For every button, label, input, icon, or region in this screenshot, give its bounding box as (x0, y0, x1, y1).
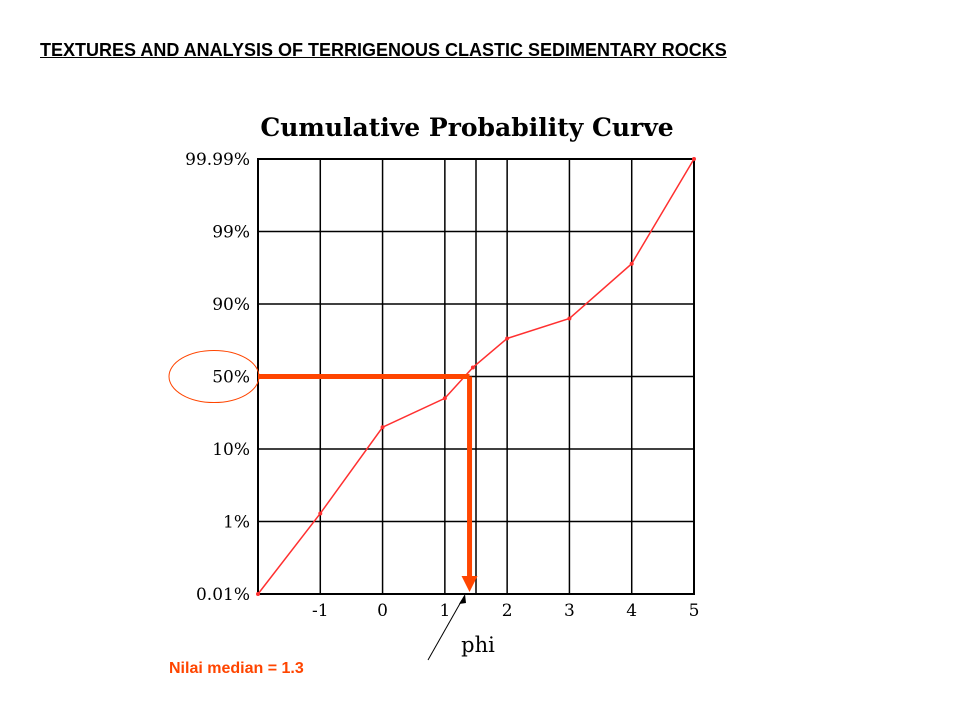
y-tick-label: 50% (212, 368, 250, 388)
data-point (318, 511, 323, 516)
x-tick-labels: -1 0 1 2 3 4 5 (312, 601, 699, 621)
median-arrowhead (461, 576, 478, 592)
x-tick-label: 4 (626, 601, 637, 621)
y-tick-label: 10% (212, 440, 250, 460)
y-tick-label: 99.99% (185, 150, 250, 170)
x-tick-label: 3 (564, 601, 575, 621)
data-point (380, 425, 385, 430)
chart-title: Cumulative Probability Curve (260, 113, 673, 142)
data-point (505, 336, 510, 341)
median-marker-layer (168, 350, 478, 592)
y-tick-label: 1% (223, 513, 250, 533)
median-annotation: Nilai median = 1.3 (169, 660, 304, 677)
data-point (470, 365, 475, 370)
x-axis-title: phi (461, 633, 495, 657)
x-tick-label: -1 (312, 601, 329, 621)
y-tick-label: 90% (212, 295, 250, 315)
slide-title: TEXTURES AND ANALYSIS OF TERRIGENOUS CLA… (40, 40, 727, 60)
series-layer (256, 157, 696, 596)
grid (257, 158, 695, 595)
annotation-pointer-head (459, 594, 466, 604)
annotation-pointer-line (427, 599, 463, 661)
y-tick-label: 99% (212, 223, 250, 243)
x-tick-label: 0 (377, 601, 388, 621)
x-tick-label: 2 (502, 601, 513, 621)
x-tick-label: 5 (689, 601, 700, 621)
x-tick-label: 1 (439, 601, 450, 621)
data-point (256, 592, 260, 596)
data-point (442, 396, 447, 401)
data-point (567, 316, 572, 321)
data-point (692, 157, 696, 161)
data-point (629, 261, 634, 266)
y-tick-label: 0.01% (196, 585, 250, 605)
y-tick-labels: 0.01% 1% 10% 50% 90% 99% 99.99% (185, 150, 250, 605)
